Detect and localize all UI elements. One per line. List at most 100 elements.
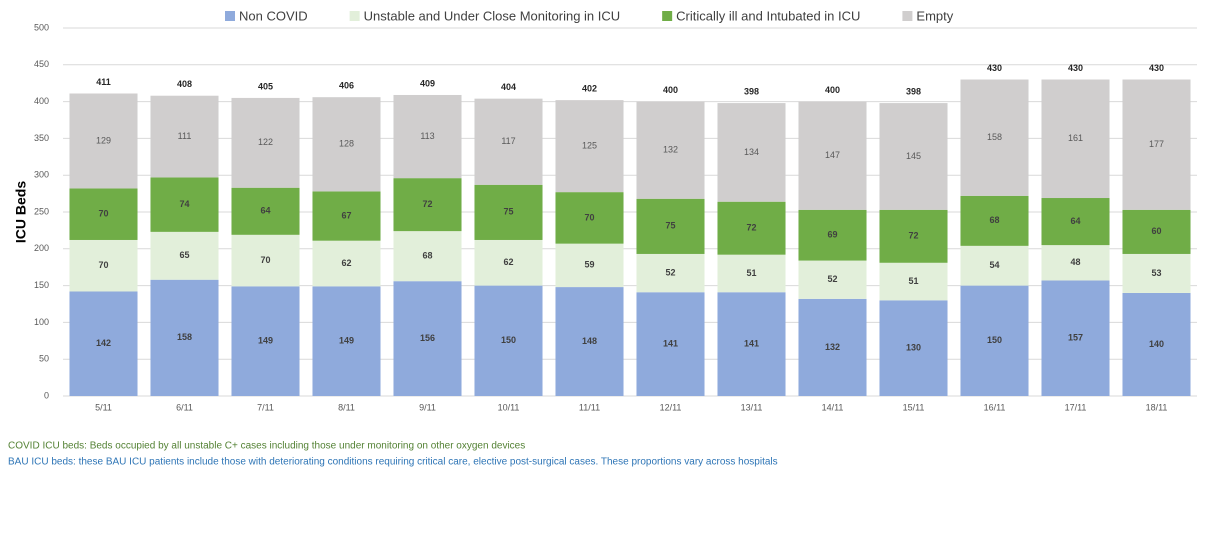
value-label: 158 [177,332,192,342]
bar-segment [1041,280,1110,396]
x-tick-label: 7/11 [257,402,274,412]
bar-segment [1122,292,1191,396]
bar-segment [393,178,462,232]
x-tick-label: 17/11 [1065,402,1087,412]
bar-segment [393,231,462,282]
bar-segment [69,239,138,292]
x-tick-label: 10/11 [498,402,520,412]
value-label: 68 [422,251,432,261]
legend-label: Unstable and Under Close Monitoring in I… [364,8,621,23]
value-label: 70 [98,260,108,270]
bar-segment [960,79,1029,196]
bar-segment [150,95,219,178]
value-label: 117 [501,136,515,146]
total-label: 430 [1149,63,1164,73]
value-label: 134 [744,147,759,157]
bar-segment [231,286,300,396]
bar-segment [69,291,138,396]
bar-segment [474,184,543,240]
value-label: 141 [663,338,678,348]
value-label: 141 [744,338,759,348]
bar-segment [474,285,543,396]
value-label: 128 [339,139,354,149]
total-label: 409 [420,78,435,88]
bar-segment [798,101,867,210]
legend-swatch [225,11,235,21]
bar-segment [879,209,948,263]
value-label: 147 [825,150,840,160]
value-label: 59 [584,260,594,270]
value-label: 132 [825,342,840,352]
value-label: 149 [258,336,273,346]
bar-segment [636,101,705,199]
bar-segment [393,281,462,396]
y-axis-label: ICU Beds [13,181,29,243]
value-label: 70 [260,255,270,265]
value-label: 72 [908,231,918,241]
bar-segment [879,300,948,396]
bar-segment [717,292,786,396]
x-tick-label: 13/11 [741,402,763,412]
bar-segment [636,253,705,293]
x-tick-label: 15/11 [903,402,925,412]
total-label: 400 [663,85,678,95]
total-label: 411 [96,77,111,87]
bar-segment [960,245,1029,286]
value-label: 67 [341,210,351,220]
x-tick-label: 8/11 [338,402,355,412]
value-label: 64 [260,206,270,216]
value-label: 150 [501,335,516,345]
value-label: 177 [1149,139,1164,149]
value-label: 52 [827,274,837,284]
bar-segment [798,209,867,261]
value-label: 53 [1151,268,1161,278]
value-label: 74 [179,199,189,209]
value-label: 51 [908,276,918,286]
bar-segment [798,260,867,299]
bar-segment [555,243,624,288]
bar-segment [717,103,786,202]
bar-segment [1122,79,1191,210]
value-label: 130 [906,343,921,353]
bar-segment [960,195,1029,246]
bar-segment [1041,198,1110,246]
bar-segment [312,286,381,396]
value-label: 51 [746,268,756,278]
bar-segment [231,234,300,287]
bar-segment [312,191,381,241]
value-label: 70 [584,212,594,222]
bar-segment [150,231,219,280]
y-tick-label: 450 [34,59,49,69]
y-tick-label: 400 [34,96,49,106]
bar-segment [1041,79,1110,199]
y-tick-label: 350 [34,133,49,143]
value-label: 72 [746,223,756,233]
bar-segment [636,198,705,254]
legend-label: Critically ill and Intubated in ICU [676,8,860,23]
value-label: 161 [1068,133,1083,143]
value-label: 69 [827,230,837,240]
total-label: 398 [744,86,759,96]
value-label: 149 [339,336,354,346]
bar-segment [231,187,300,235]
bar-segment [717,201,786,255]
value-label: 75 [503,207,513,217]
footnote: COVID ICU beds: Beds occupied by all uns… [8,441,525,452]
bar-segment [1122,209,1191,254]
legend-label: Empty [916,8,953,23]
bar-segment [69,188,138,240]
x-tick-label: 18/11 [1146,402,1168,412]
value-label: 157 [1068,333,1083,343]
value-label: 140 [1149,339,1164,349]
bar-segment [555,192,624,244]
y-tick-label: 0 [44,390,49,400]
value-label: 111 [178,131,192,141]
value-label: 129 [96,135,111,145]
value-label: 52 [665,267,675,277]
total-label: 398 [906,86,921,96]
value-label: 65 [179,250,189,260]
bar-segment [312,240,381,287]
bar-segment [69,93,138,189]
value-label: 64 [1070,216,1080,226]
